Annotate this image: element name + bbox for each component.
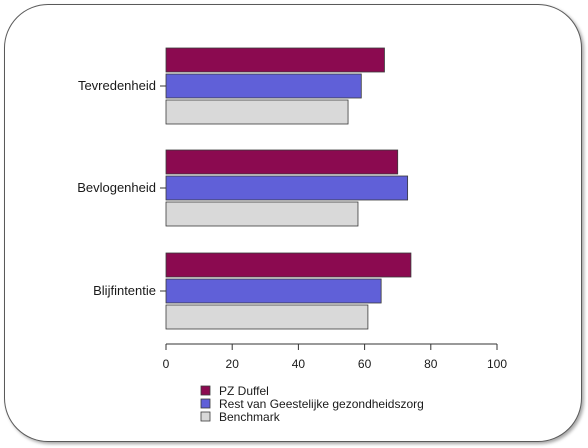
legend-swatch-pz-duffel <box>200 385 211 396</box>
y-axis: Tevredenheid Bevlogenheid Blijfintentie <box>77 78 166 298</box>
bar-tevredenheid-pz-duffel <box>165 47 385 73</box>
category-label-blijfintentie: Blijfintentie <box>93 283 156 298</box>
x-tick-label: 100 <box>487 357 507 371</box>
bar-bevlogenheid-pz-duffel <box>165 149 399 175</box>
bar-blijfintentie-pz-duffel <box>165 252 412 278</box>
legend-swatch-benchmark <box>200 411 211 422</box>
x-axis: 0 20 40 60 80 100 <box>163 343 507 371</box>
bar-blijfintentie-rest-van-geestelijke-gezondheidszorg <box>165 278 382 304</box>
category-label-tevredenheid: Tevredenheid <box>78 78 156 93</box>
bar-blijfintentie-benchmark <box>165 304 369 330</box>
legend-label-rest-van-geestelijke-gezondheidszorg: Rest van Geestelijke gezondheidszorg <box>219 397 424 411</box>
bar-tevredenheid-benchmark <box>165 99 349 125</box>
x-tick-label: 40 <box>292 357 306 371</box>
category-label-bevlogenheid: Bevlogenheid <box>77 180 156 195</box>
bar-bevlogenheid-benchmark <box>165 201 359 227</box>
legend-swatch-rest-van-geestelijke-gezondheidszorg <box>200 398 211 409</box>
legend-label-benchmark: Benchmark <box>219 410 281 424</box>
bars-group <box>165 47 412 330</box>
x-tick-label: 60 <box>358 357 372 371</box>
legend-label-pz-duffel: PZ Duffel <box>219 384 269 398</box>
bar-bevlogenheid-rest-van-geestelijke-gezondheidszorg <box>165 175 409 201</box>
x-tick-label: 0 <box>163 357 170 371</box>
x-tick-label: 80 <box>424 357 438 371</box>
x-tick-label: 20 <box>226 357 240 371</box>
bar-tevredenheid-rest-van-geestelijke-gezondheidszorg <box>165 73 362 99</box>
